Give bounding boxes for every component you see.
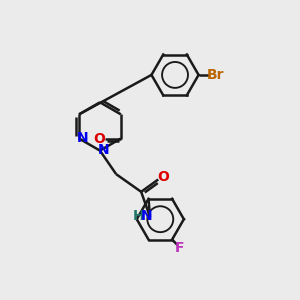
- Text: H: H: [132, 209, 144, 223]
- Text: N: N: [141, 209, 153, 223]
- Text: O: O: [157, 170, 169, 184]
- Text: N: N: [77, 131, 89, 145]
- Text: O: O: [94, 131, 106, 146]
- Text: F: F: [175, 242, 184, 255]
- Text: N: N: [98, 143, 110, 157]
- Text: Br: Br: [207, 68, 224, 82]
